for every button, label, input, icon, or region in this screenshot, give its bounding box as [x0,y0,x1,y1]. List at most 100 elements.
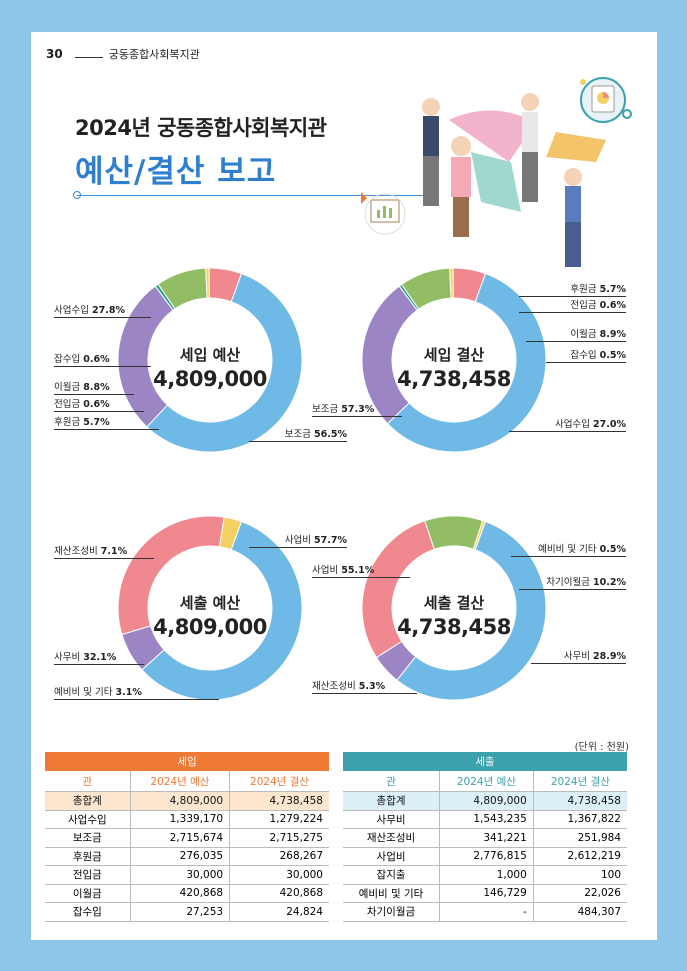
label-income-budget-donation: 후원금 5.7% [54,414,159,430]
label-income-settle-donation: 후원금 5.7% [519,281,626,297]
label-expense-budget-business: 사업비 57.7% [249,532,347,548]
row-budget: 1,339,170 [129,810,230,829]
expense-budget-title: 세출 예산 [179,594,241,612]
expense-table: 세출 관 2024년 예산 2024년 결산 총합계 4,809,000 4,738… [343,752,627,922]
row-budget: - [439,902,534,922]
expense-table-body: 총합계 4,809,000 4,738,458 사무비 1,543,235 1,367,8… [343,791,627,922]
row-budget: 420,868 [129,884,230,903]
row-budget: 2,776,815 [439,847,534,866]
label-income-budget-business: 사업수입 27.8% [54,302,151,318]
unit-note: (단위 : 천원) [574,742,629,753]
row-settlement: 2,715,275 [229,828,329,848]
row-budget: 2,715,674 [129,828,230,848]
label-income-budget-transfer: 전입금 0.6% [54,396,144,412]
row-settlement: 4,738,458 [532,791,627,811]
row-settlement: 100 [532,865,627,885]
income-budget-title: 세입 예산 [179,346,241,364]
label-expense-settle-property: 재산조성비 5.3% [312,678,417,694]
page-number: 30 [46,47,63,61]
table-row: 사무비 1,543,235 1,367,822 [343,810,627,829]
page: 30 궁동종합사회복지관 2024년 궁동종합사회복지관 예산/결산 보고 세입… [31,32,657,940]
label-expense-budget-reserve: 예비비 및 기타 3.1% [54,684,219,700]
income-table: 세입 관 2024년 예산 2024년 결산 총합계 4,809,000 4,738… [45,752,329,922]
label-income-budget-misc: 잡수입 0.6% [54,351,151,367]
label-expense-settle-office: 사무비 28.9% [531,648,626,664]
label-expense-budget-office: 사무비 32.1% [54,649,144,665]
slice-0 [146,272,303,453]
label-expense-budget-property: 재산조성비 7.1% [54,543,154,559]
header-org: 궁동종합사회복지관 [108,48,200,61]
slice-5 [208,267,243,303]
expense-settlement-donut [361,515,547,701]
income-budget-donut [117,267,303,453]
title-underline [77,195,427,196]
expense-header-settlement: 2024년 결산 [532,771,627,792]
income-budget-center: 세입 예산 4,809,000 [150,344,270,391]
header-rule [74,51,103,58]
table-row: 전입금 30,000 30,000 [45,865,329,885]
row-budget: 4,809,000 [129,791,230,811]
expense-table-caption: 세출 [343,752,627,771]
row-category: 사무비 [343,810,440,829]
row-budget: 341,221 [439,828,534,848]
income-header-budget: 2024년 예산 [129,771,230,792]
income-header-settlement: 2024년 결산 [229,771,329,792]
expense-budget-center: 세출 예산 4,809,000 [150,592,270,639]
row-category: 재산조성비 [343,828,440,848]
table-row: 잡수입 27,253 24,824 [45,902,329,922]
income-settlement-total: 4,738,458 [397,367,511,391]
slice-3 [218,516,243,551]
expense-budget-donut [117,515,303,701]
label-expense-settle-reserve: 예비비 및 기타 0.5% [511,541,626,557]
label-income-settle-subsidy: 보조금 57.3% [312,401,402,417]
income-budget-slices [117,267,303,453]
row-budget: 1,543,235 [439,810,534,829]
row-settlement: 2,612,219 [532,847,627,866]
row-settlement: 30,000 [229,865,329,885]
expense-header-category: 관 [343,771,440,792]
slice-0 [141,520,303,701]
table-row: 예비비 및 기타 146,729 22,026 [343,884,627,903]
income-settlement-center: 세입 결산 4,738,458 [394,344,514,391]
table-row: 사업비 2,776,815 2,612,219 [343,847,627,866]
table-row: 재산조성비 341,221 251,984 [343,828,627,848]
row-budget: 146,729 [439,884,534,903]
table-row: 이월금 420,868 420,868 [45,884,329,903]
label-income-budget-carryover: 이월금 8.8% [54,379,134,395]
income-total-row: 총합계 4,809,000 4,738,458 [45,791,329,811]
row-category: 잡수입 [45,902,131,922]
row-budget: 4,809,000 [439,791,534,811]
label-income-settle-business: 사업수입 27.0% [509,416,626,432]
row-settlement: 268,267 [229,847,329,866]
income-budget-total: 4,809,000 [153,367,267,391]
row-category: 사업수입 [45,810,131,829]
slice-3 [424,515,484,550]
row-settlement: 251,984 [532,828,627,848]
row-category: 예비비 및 기타 [343,884,440,903]
row-category: 총합계 [343,791,440,811]
report-title-line2: 예산/결산 보고 [75,154,277,190]
row-category: 보조금 [45,828,131,848]
table-row: 후원금 276,035 268,267 [45,847,329,866]
slice-0 [396,520,547,701]
slice-0 [386,272,547,453]
income-settlement-title: 세입 결산 [423,346,485,364]
expense-settlement-total: 4,738,458 [397,615,511,639]
table-row: 잡지출 1,000 100 [343,865,627,885]
row-category: 후원금 [45,847,131,866]
row-budget: 30,000 [129,865,230,885]
expense-budget-total: 4,809,000 [153,615,267,639]
label-income-settle-carryover: 이월금 8.9% [526,326,626,342]
people-with-chart-illustration [361,77,632,267]
expense-settlement-center: 세출 결산 4,738,458 [394,592,514,639]
row-settlement: 484,307 [532,902,627,922]
row-category: 사업비 [343,847,440,866]
income-table-body: 총합계 4,809,000 4,738,458 사업수입 1,339,170 1,279,… [45,791,329,922]
table-row: 차기이월금 -484,307 [343,902,627,922]
row-settlement: 420,868 [229,884,329,903]
slice-4 [472,519,487,551]
row-settlement: 4,738,458 [229,791,329,811]
income-settlement-slices [361,267,547,453]
row-settlement: 1,279,224 [229,810,329,829]
page-header: 30 궁동종합사회복지관 [46,46,200,62]
